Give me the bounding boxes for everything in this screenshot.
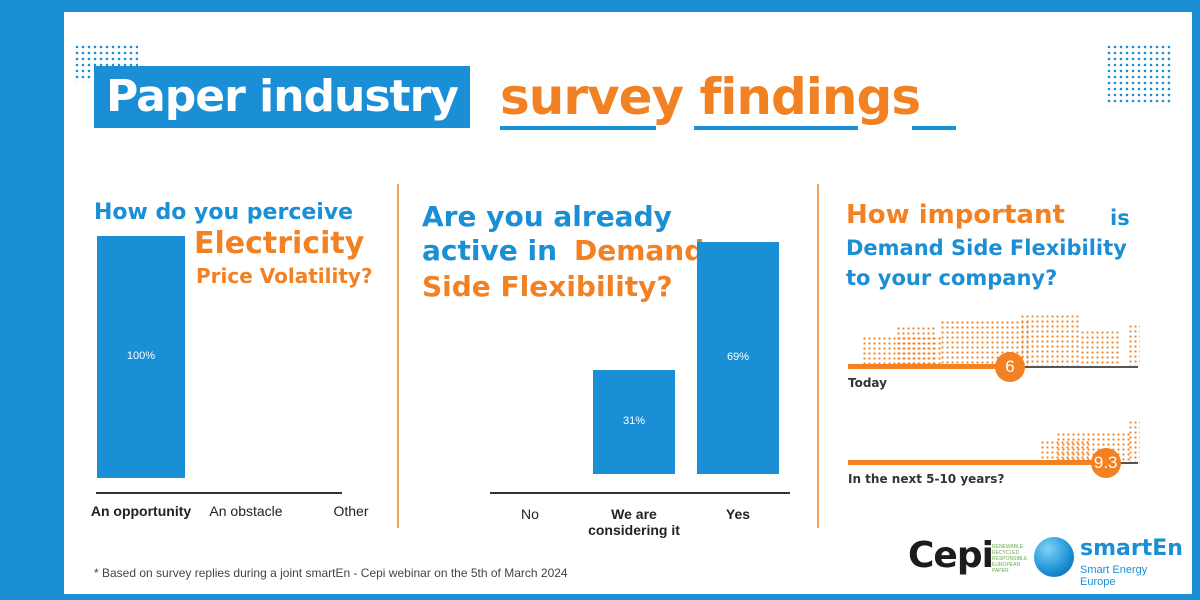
rating-future-label: In the next 5-10 years? [848,472,1005,486]
panel3-question-highlight: How important [846,200,1065,230]
panel2-question-line3: Side Flexibility? [422,270,673,303]
cepi-logo: Cepi RENEWABLE RECYCLED RESPONSIBLE EURO… [908,534,1027,578]
title-underline [912,126,956,130]
cepi-wordmark: Cepi [908,535,994,576]
category-label: Yes [725,506,751,522]
rating-dots [1020,314,1080,366]
bar-data-label: 31% [622,414,646,427]
rating-dots [862,336,942,366]
category-label: We are considering it [588,506,680,538]
right-frame-band [1192,0,1200,600]
rating-future-value: 9.3 [1090,448,1121,478]
top-frame-band [64,0,1200,12]
rating-future-fill [848,460,1106,465]
rating-dots [1128,324,1140,366]
panel1-question-highlight: Electricity [194,226,365,261]
title-highlight: Paper industry [94,66,470,128]
category-label: No [521,506,539,522]
bar-data-label: 69% [726,351,750,364]
panel1-question-line1: How do you perceive [94,200,354,225]
panel2-axis [490,492,790,494]
smarten-wordmark: smartEn [1080,536,1183,561]
rating-dots [1128,420,1140,464]
bottom-frame-band [64,594,1200,600]
panel3-question-line3: to your company? [846,266,1058,290]
panel3-question-line2: Demand Side Flexibility [846,236,1127,260]
rating-today-label: Today [848,376,887,390]
rating-dots [1080,330,1120,366]
panel-divider [397,184,399,528]
panel2-question-line1: Are you already [422,200,672,233]
rating-today-fill [848,364,1010,369]
panel2-question-line2b: Demand [574,234,705,267]
bar [593,369,675,474]
smarten-subtitle: Smart Energy Europe [1080,564,1148,588]
category-label: An opportunity [90,503,192,519]
bar [697,242,779,474]
bar [97,236,185,478]
smarten-logo: smartEn Smart Energy Europe [1034,534,1184,588]
category-label: An obstacle [209,503,283,519]
bar-data-label: 100% [126,350,156,362]
cepi-tagline: RENEWABLE RECYCLED RESPONSIBLE EUROPEAN … [992,544,1028,574]
left-frame-band [0,0,64,600]
footnote: * Based on survey replies during a joint… [94,566,568,580]
title-accent: survey findings [500,68,921,126]
globe-icon [1034,537,1074,577]
panel-divider [817,184,819,528]
title-underline [500,126,656,130]
category-label: Other [333,503,369,519]
panel2-question-line2a: active in [422,234,557,267]
panel1-question-line3: Price Volatility? [196,264,373,288]
rating-today-value: 6 [995,352,1025,382]
title-underline [694,126,858,130]
decorative-dots-right [1106,44,1172,104]
panel3-question-line1-rest: is [1110,206,1130,230]
panel1-axis [96,492,342,494]
